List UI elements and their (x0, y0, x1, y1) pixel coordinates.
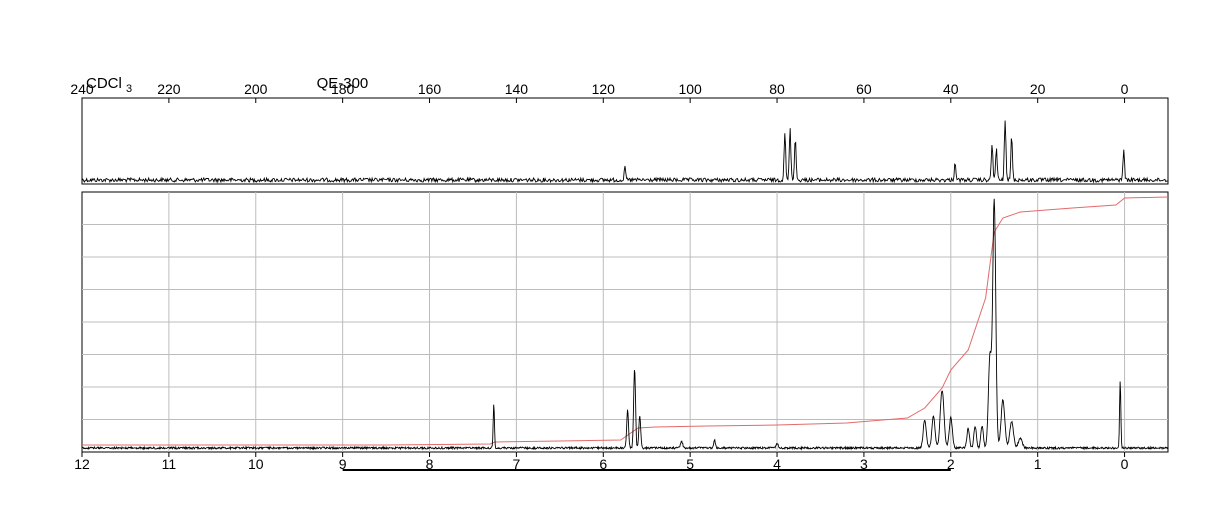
solvent-label-sub: 3 (126, 83, 132, 95)
h1-spectrum (82, 199, 1168, 449)
c13-tick-label: 160 (418, 81, 442, 97)
c13-tick-label: 40 (943, 81, 959, 97)
c13-spectrum (82, 121, 1168, 183)
c13-tick-label: 60 (856, 81, 872, 97)
c13-tick-label: 200 (244, 81, 268, 97)
h1-tick-label: 1 (1034, 456, 1042, 472)
c13-tick-label: 220 (157, 81, 181, 97)
nmr-spectrum-container: CDCl3QE-30024022020018016014012010080604… (0, 0, 1224, 528)
h1-tick-label: 12 (74, 456, 90, 472)
h1-tick-label: 0 (1121, 456, 1129, 472)
h1-tick-label: 10 (248, 456, 264, 472)
c13-tick-label: 100 (678, 81, 702, 97)
c13-tick-label: 240 (70, 81, 94, 97)
c13-tick-label: 180 (331, 81, 355, 97)
c13-tick-label: 120 (592, 81, 616, 97)
c13-tick-label: 140 (505, 81, 529, 97)
c13-tick-label: 0 (1121, 81, 1129, 97)
c13-tick-label: 20 (1030, 81, 1046, 97)
c13-tick-label: 80 (769, 81, 785, 97)
h1-tick-label: 11 (162, 456, 177, 472)
nmr-svg: CDCl3QE-30024022020018016014012010080604… (0, 0, 1224, 528)
integration-curve (82, 197, 1168, 445)
